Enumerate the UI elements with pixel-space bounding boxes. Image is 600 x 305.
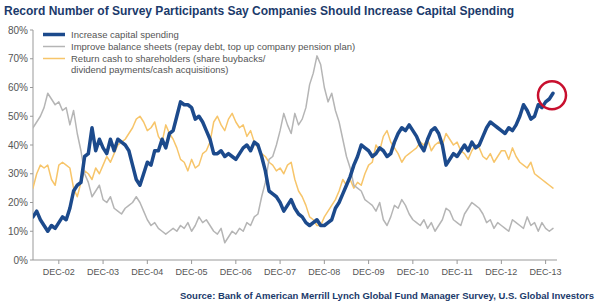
x-tick-label: DEC-13 bbox=[530, 267, 562, 277]
y-tick-label: 10% bbox=[8, 226, 28, 237]
x-tick bbox=[545, 260, 546, 264]
y-tick bbox=[30, 173, 33, 174]
legend-label: Increase capital spending bbox=[71, 29, 179, 40]
y-tick bbox=[30, 145, 33, 146]
x-tick-label: DEC-12 bbox=[485, 267, 517, 277]
legend-swatch bbox=[43, 46, 65, 48]
y-tick-label: 70% bbox=[8, 53, 28, 64]
legend-label-line: Improve balance sheets (repay debt, top … bbox=[71, 41, 355, 52]
x-tick-label: DEC-10 bbox=[397, 267, 429, 277]
x-tick bbox=[58, 260, 59, 264]
x-tick bbox=[324, 260, 325, 264]
y-tick-label: 50% bbox=[8, 111, 28, 122]
x-axis bbox=[33, 260, 557, 261]
legend-label-line: Return cash to shareholders (share buyba… bbox=[71, 53, 266, 64]
plot-area bbox=[33, 56, 553, 243]
y-tick-label: 20% bbox=[8, 197, 28, 208]
legend-label-line: Increase capital spending bbox=[71, 29, 179, 40]
legend-swatch bbox=[43, 58, 65, 60]
x-tick bbox=[235, 260, 236, 264]
series-line bbox=[33, 56, 553, 243]
x-tick bbox=[412, 260, 413, 264]
y-tick bbox=[30, 202, 33, 203]
title: Record Number of Survey Participants Say… bbox=[4, 4, 514, 18]
y-tick-label: 0% bbox=[14, 255, 29, 266]
y-tick-label: 80% bbox=[8, 25, 28, 36]
legend-label: Return cash to shareholders (share buyba… bbox=[71, 53, 266, 75]
y-tick bbox=[30, 30, 33, 31]
y-tick bbox=[30, 260, 33, 261]
y-tick bbox=[30, 116, 33, 117]
x-tick bbox=[368, 260, 369, 264]
y-tick bbox=[30, 58, 33, 59]
y-tick-label: 60% bbox=[8, 82, 28, 93]
legend-label-line: dividend payments/cash acquisitions) bbox=[71, 64, 228, 75]
y-tick bbox=[30, 231, 33, 232]
x-tick bbox=[103, 260, 104, 264]
x-tick-label: DEC-11 bbox=[441, 267, 472, 277]
x-tick bbox=[191, 260, 192, 264]
source: Source: Bank of American Merrill Lynch G… bbox=[180, 290, 594, 301]
x-tick-label: DEC-02 bbox=[43, 267, 75, 277]
series-line bbox=[33, 113, 553, 225]
x-tick bbox=[147, 260, 148, 264]
x-tick-label: DEC-07 bbox=[264, 267, 296, 277]
x-tick-label: DEC-08 bbox=[308, 267, 340, 277]
x-tick bbox=[280, 260, 281, 264]
legend-label: Improve balance sheets (repay debt, top … bbox=[71, 41, 355, 52]
series-line bbox=[33, 93, 553, 231]
x-tick-label: DEC-06 bbox=[220, 267, 252, 277]
x-tick-label: DEC-09 bbox=[353, 267, 385, 277]
x-tick bbox=[501, 260, 502, 264]
x-tick bbox=[457, 260, 458, 264]
y-tick bbox=[30, 87, 33, 88]
legend-swatch bbox=[43, 33, 65, 37]
x-tick-label: DEC-04 bbox=[131, 267, 163, 277]
y-tick-label: 30% bbox=[8, 168, 28, 179]
x-tick-label: DEC-05 bbox=[176, 267, 208, 277]
chart: Record Number of Survey Participants Say… bbox=[0, 0, 600, 305]
highlight-circle bbox=[538, 81, 566, 109]
x-tick-label: DEC-03 bbox=[87, 267, 119, 277]
y-tick-label: 40% bbox=[8, 140, 28, 151]
